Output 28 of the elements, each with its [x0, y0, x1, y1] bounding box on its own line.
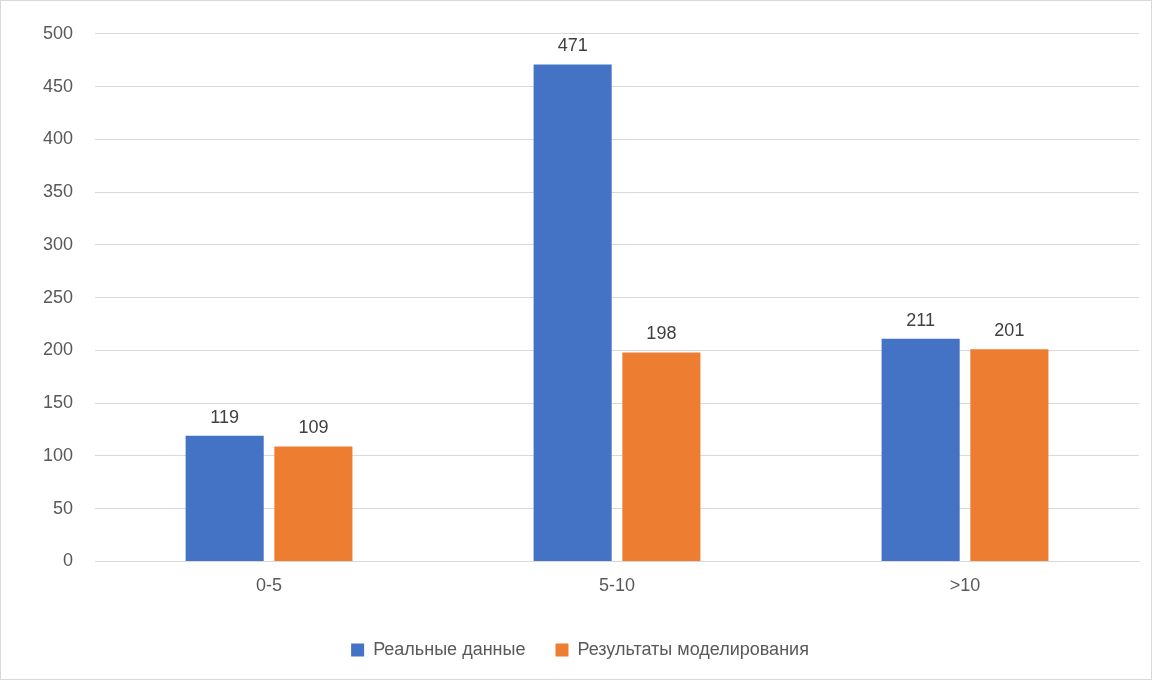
- y-tick-label: 500: [42, 22, 74, 43]
- legend-label: Реальные данные: [373, 638, 526, 659]
- y-tick-label: 200: [42, 339, 74, 360]
- data-label: 201: [994, 320, 1025, 341]
- x-tick-label: 0-5: [256, 575, 283, 596]
- y-tick-label: 250: [42, 286, 74, 307]
- bar: [533, 64, 612, 561]
- legend-label: Результаты моделирования: [577, 638, 809, 659]
- x-tick-label: 5-10: [599, 575, 636, 596]
- bar: [881, 338, 960, 561]
- bar: [970, 349, 1049, 561]
- data-label: 119: [210, 406, 240, 427]
- y-tick-label: 450: [42, 75, 74, 96]
- data-label: 471: [557, 35, 588, 56]
- data-label: 211: [906, 309, 935, 330]
- y-tick-label: 50: [53, 497, 74, 518]
- data-label: 198: [646, 323, 677, 344]
- y-tick-label: 350: [42, 181, 74, 202]
- y-tick-label: 400: [42, 128, 74, 149]
- x-tick-label: >10: [949, 575, 981, 596]
- bar: [622, 352, 701, 561]
- y-tick-label: 300: [42, 233, 74, 254]
- y-tick-label: 0: [63, 550, 74, 571]
- y-tick-label: 150: [42, 392, 74, 413]
- bar: [274, 446, 353, 561]
- y-tick-label: 100: [42, 444, 74, 465]
- data-label: 109: [298, 417, 329, 438]
- bar: [185, 435, 264, 561]
